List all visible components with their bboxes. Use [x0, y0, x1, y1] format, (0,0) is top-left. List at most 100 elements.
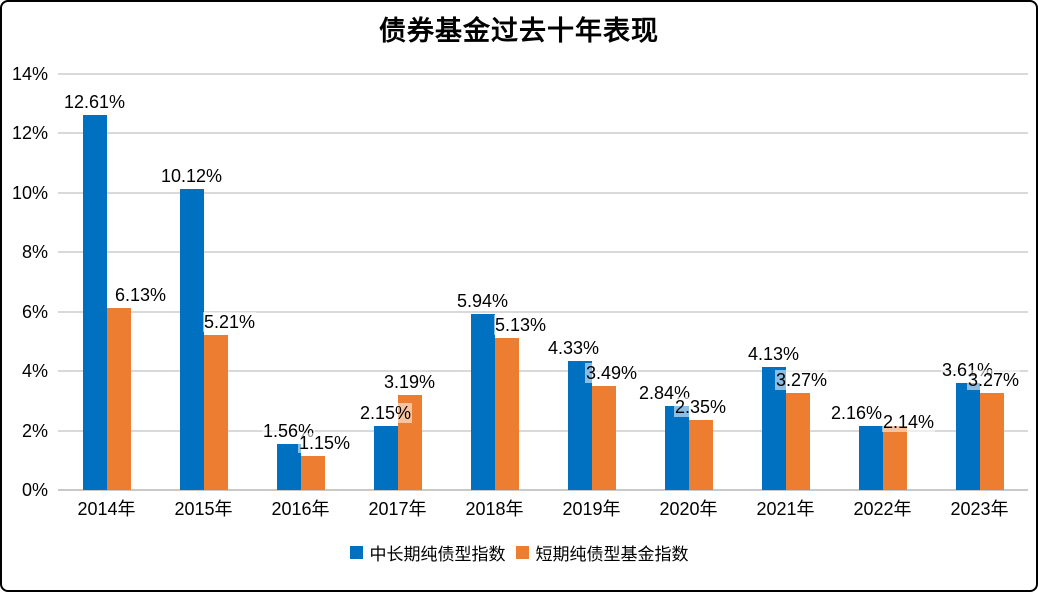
legend-label-short-term: 短期纯债型基金指数 — [535, 545, 689, 564]
bar-column: 10.12% — [159, 74, 224, 490]
x-tick-cell: 2018年 — [446, 498, 543, 520]
bar-column: 3.27% — [774, 74, 829, 490]
legend-swatch-orange-icon — [515, 546, 529, 559]
gridline — [58, 191, 1028, 194]
bar-group-2015年: 10.12% 5.21% — [159, 74, 257, 490]
bar-column: 3.19% — [382, 74, 437, 490]
y-tick-label: 12% — [11, 123, 48, 144]
x-tick-label: 2015年 — [174, 499, 233, 519]
legend-item-short-term-index: 短期纯债型基金指数 — [515, 540, 689, 565]
legend-swatch-blue-icon — [349, 546, 363, 559]
bar — [979, 392, 1004, 490]
bar-column: 2.14% — [881, 74, 936, 490]
bar-groups: 12.61% 6.13% 10.12% 5.21% 1.56% 1.15% 2.15% 3.1… — [58, 74, 1028, 490]
bar-group-cell: 4.13% 3.27% — [737, 74, 834, 490]
data-label: 10.12% — [159, 166, 224, 187]
bar-group-cell: 2.15% 3.19% — [349, 74, 446, 490]
bar — [203, 335, 228, 490]
gridline — [58, 251, 1028, 254]
data-label: 12.61% — [62, 92, 127, 113]
bar — [179, 189, 204, 490]
gridline — [58, 310, 1028, 313]
data-label: 2.15% — [358, 403, 413, 424]
bar-group-2014年: 12.61% 6.13% — [62, 74, 168, 490]
bar — [373, 426, 398, 490]
bar-column: 5.94% — [455, 74, 510, 490]
y-tick-label: 4% — [21, 361, 48, 382]
bar-group-2019年: 4.33% 3.49% — [546, 74, 639, 490]
y-tick-label: 2% — [21, 420, 48, 441]
bar-column: 4.33% — [546, 74, 601, 490]
bar-column: 4.13% — [746, 74, 801, 490]
x-tick-cell: 2022年 — [834, 498, 931, 520]
data-label: 2.35% — [673, 397, 728, 418]
data-label: 6.13% — [113, 284, 168, 305]
bar-column: 5.21% — [202, 74, 257, 490]
bar-group-2016年: 1.56% 1.15% — [261, 74, 352, 490]
bar-group-2017年: 2.15% 3.19% — [358, 74, 437, 490]
x-tick-label: 2021年 — [756, 499, 815, 519]
bar-column: 2.15% — [358, 74, 413, 490]
x-tick-label: 2018年 — [465, 499, 524, 519]
bar — [470, 313, 495, 490]
x-tick-label: 2020年 — [659, 499, 718, 519]
gridline — [58, 132, 1028, 135]
bar-group-cell: 10.12% 5.21% — [155, 74, 257, 490]
bar — [276, 443, 301, 490]
bar-group-cell: 2.84% 2.35% — [637, 74, 737, 490]
bar-group-cell: 5.94% 5.13% — [446, 74, 548, 490]
bar — [106, 307, 131, 490]
chart-title: 债券基金过去十年表现 — [379, 16, 659, 46]
x-tick-label: 2019年 — [562, 499, 621, 519]
chart: 0% 2% 4% 6% 8% 10% 12% 14% 12.61% 6.13% 10.12% 5.2… — [2, 65, 1036, 520]
gridline — [58, 429, 1028, 432]
x-axis-line — [58, 489, 1028, 491]
bar-group-cell: 12.61% 6.13% — [58, 74, 168, 490]
data-label: 1.15% — [297, 432, 352, 453]
y-tick-label: 0% — [21, 480, 48, 500]
y-tick-label: 8% — [21, 242, 48, 263]
data-label: 4.33% — [546, 338, 601, 359]
bar — [882, 426, 907, 490]
bar-column: 6.13% — [106, 74, 168, 490]
x-tick-cell: 2023年 — [931, 498, 1028, 520]
bar-column: 5.13% — [493, 74, 548, 490]
bar-column: 2.16% — [829, 74, 884, 490]
bar — [785, 392, 810, 490]
y-axis: 0% 2% 4% 6% 8% 10% 12% 14% — [2, 65, 58, 499]
data-label: 5.13% — [493, 314, 548, 335]
bar-group-cell: 4.33% 3.49% — [543, 74, 640, 490]
x-tick-cell: 2021年 — [737, 498, 834, 520]
bar-column: 1.56% — [261, 74, 316, 490]
data-label: 3.27% — [966, 369, 1021, 390]
y-tick-label: 6% — [21, 301, 48, 322]
data-label: 3.49% — [584, 363, 639, 384]
bar — [300, 455, 325, 490]
legend-item-long-term-index: 中长期纯债型指数 — [349, 540, 506, 565]
data-label: 3.27% — [774, 369, 829, 390]
bar-group-2022年: 2.16% 2.14% — [829, 74, 936, 490]
data-label: 2.16% — [829, 402, 884, 423]
x-tick-cell: 2019年 — [543, 498, 640, 520]
bar-group-cell: 1.56% 1.15% — [252, 74, 352, 490]
bar — [858, 425, 883, 490]
data-label: 5.94% — [455, 290, 510, 311]
x-tick-label: 2016年 — [271, 499, 330, 519]
x-tick-label: 2023年 — [950, 499, 1009, 519]
data-label: 3.19% — [382, 372, 437, 393]
x-axis: 2014年 2015年 2016年 2017年 2018年 2019年 2020年 2021年… — [58, 498, 1028, 520]
data-label: 4.13% — [746, 344, 801, 365]
plot-column: 12.61% 6.13% 10.12% 5.21% 1.56% 1.15% 2.15% 3.1… — [58, 73, 1028, 520]
data-label: 5.21% — [202, 312, 257, 333]
gridline — [58, 370, 1028, 373]
bar — [591, 386, 616, 490]
bar — [664, 405, 689, 490]
bar-group-cell: 2.16% 2.14% — [829, 74, 936, 490]
bar-group-2018年: 5.94% 5.13% — [455, 74, 548, 490]
y-tick-label: 14% — [11, 64, 48, 84]
x-tick-cell: 2016年 — [252, 498, 349, 520]
x-tick-cell: 2014年 — [58, 498, 155, 520]
plot-area: 12.61% 6.13% 10.12% 5.21% 1.56% 1.15% 2.15% 3.1… — [58, 73, 1028, 491]
x-tick-label: 2014年 — [77, 499, 136, 519]
legend: 中长期纯债型指数 短期纯债型基金指数 — [2, 540, 1036, 565]
